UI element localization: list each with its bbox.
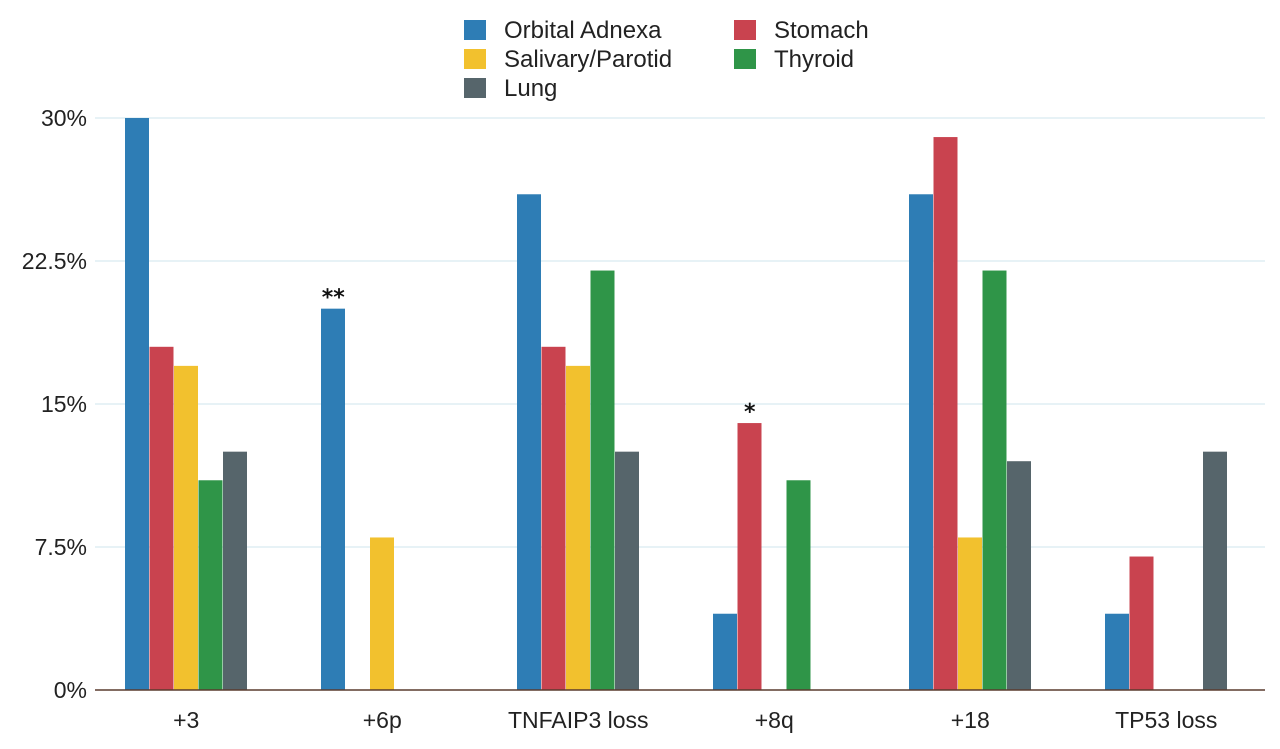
legend-label: Stomach <box>774 17 869 44</box>
bar-lung <box>615 451 639 690</box>
bar-thyroid <box>982 270 1007 690</box>
bar-orbital-adnexa <box>909 194 933 690</box>
significance-marker: ** <box>322 286 346 311</box>
significance-marker: * <box>744 400 756 425</box>
bar-salivary-parotid <box>174 365 198 690</box>
x-category-label: +6p <box>363 707 402 733</box>
bar-stomach <box>149 346 174 690</box>
x-category-label: +8q <box>755 707 794 733</box>
bar-stomach <box>1129 556 1154 690</box>
x-category-label: +18 <box>951 707 990 733</box>
bar-orbital-adnexa <box>321 308 345 690</box>
y-tick-label: 0% <box>54 677 87 703</box>
axes: 0% 7.5% 15% 22.5% 30% +3 +6p TNFAIP3 loss +8q +18… <box>22 105 1265 733</box>
bar-salivary-parotid <box>370 537 394 690</box>
bar-orbital-adnexa <box>713 613 737 690</box>
bar-stomach <box>737 423 762 690</box>
legend-label: Thyroid <box>774 46 854 73</box>
x-category-label: +3 <box>173 707 199 733</box>
legend: Orbital Adnexa Stomach Salivary/Parotid Thy… <box>464 17 869 102</box>
bar-salivary-parotid <box>958 537 982 690</box>
y-tick-label: 22.5% <box>22 248 87 274</box>
annotations: *** <box>322 286 756 425</box>
bar-salivary-parotid <box>566 365 590 690</box>
bar-lung <box>223 451 247 690</box>
bar-thyroid <box>198 480 223 690</box>
bar-thyroid <box>786 480 811 690</box>
x-category-label: TP53 loss <box>1115 707 1217 733</box>
bar-orbital-adnexa <box>125 118 149 690</box>
legend-swatch <box>734 20 756 40</box>
legend-swatch <box>734 49 756 69</box>
y-tick-label: 7.5% <box>35 534 87 560</box>
legend-swatch <box>464 49 486 69</box>
bar-orbital-adnexa <box>517 194 541 690</box>
legend-label: Salivary/Parotid <box>504 46 672 73</box>
bar-orbital-adnexa <box>1105 613 1129 690</box>
bar-stomach <box>541 346 566 690</box>
gridlines <box>95 117 1265 548</box>
x-category-label: TNFAIP3 loss <box>508 707 649 733</box>
bar-stomach <box>933 137 958 691</box>
bar-lung <box>1007 461 1031 690</box>
y-tick-label: 15% <box>41 391 87 417</box>
legend-label: Lung <box>504 75 557 102</box>
legend-label: Orbital Adnexa <box>504 17 662 44</box>
legend-swatch <box>464 78 486 98</box>
bar-lung <box>1203 451 1227 690</box>
bars <box>125 118 1227 691</box>
y-tick-label: 30% <box>41 105 87 131</box>
legend-swatch <box>464 20 486 40</box>
bar-thyroid <box>590 270 615 690</box>
